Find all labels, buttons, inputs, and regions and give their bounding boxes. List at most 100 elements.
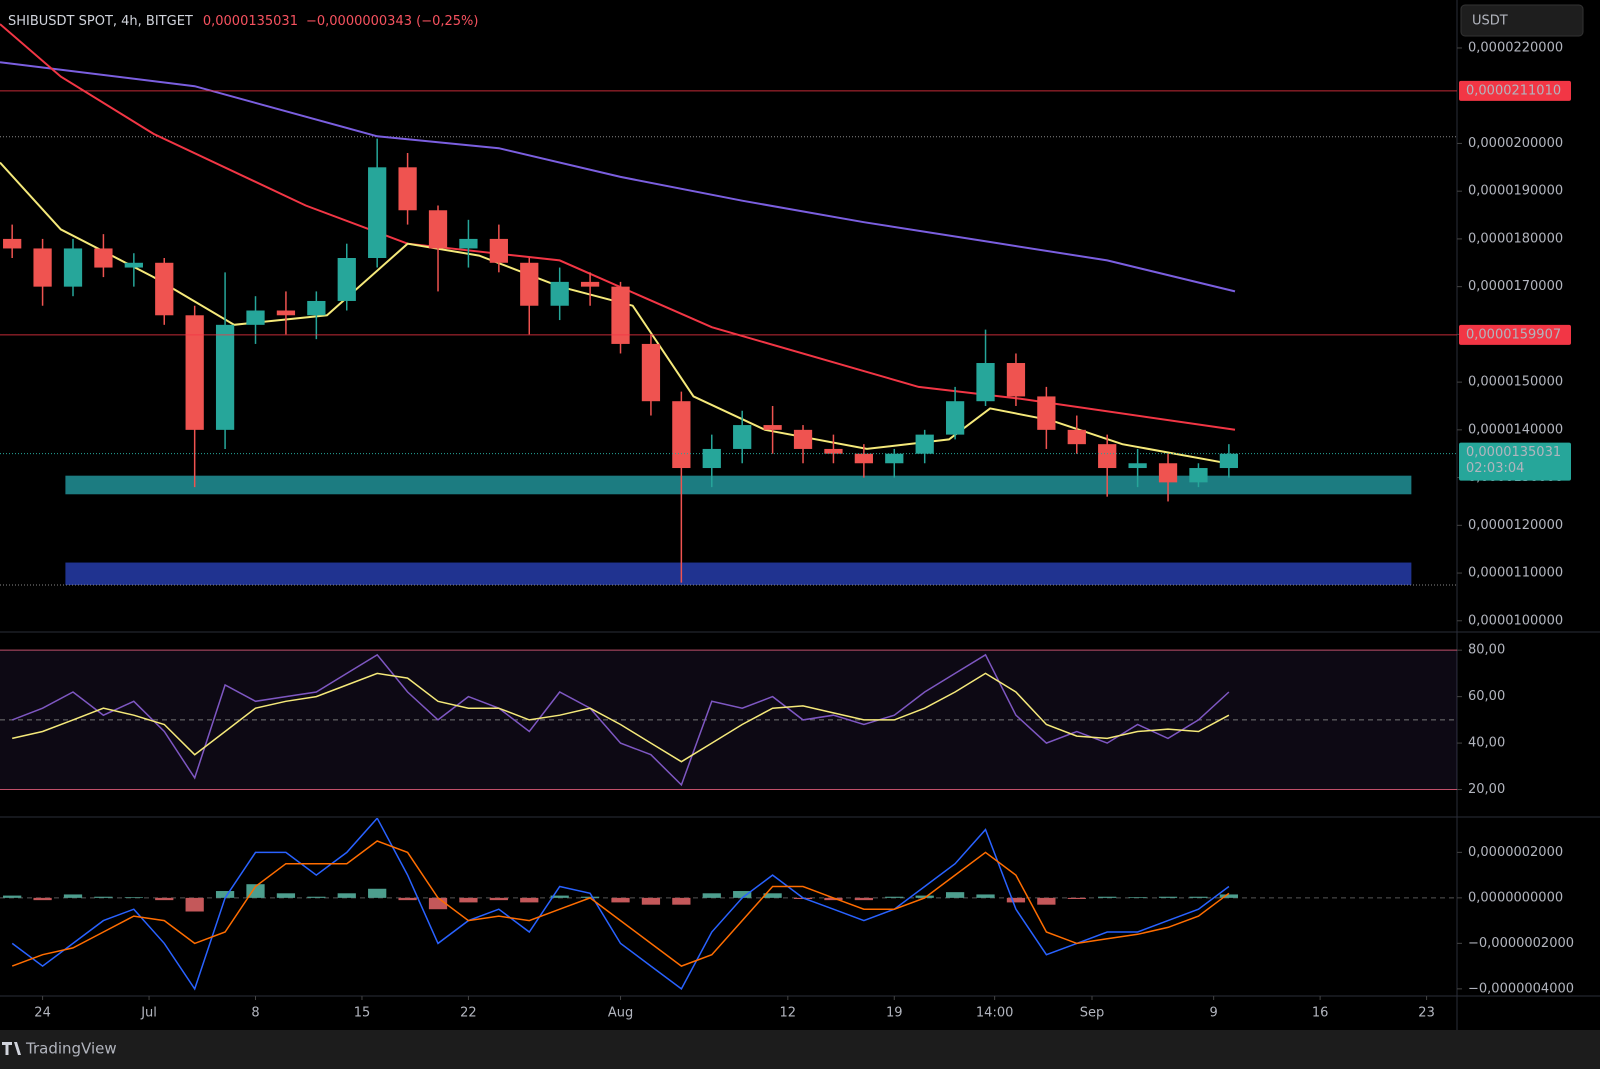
x-tick-label: Aug xyxy=(608,1006,633,1021)
x-tick-label: 8 xyxy=(251,1006,259,1021)
candle-body xyxy=(793,429,813,449)
y-tick-label: −0,0000002000 xyxy=(1468,936,1574,951)
histogram-bar xyxy=(763,893,782,898)
panel xyxy=(0,649,1457,791)
candle-body xyxy=(641,343,661,402)
candle-body xyxy=(124,262,143,268)
histogram-bar xyxy=(885,896,904,898)
histogram-bar xyxy=(124,897,143,898)
y-tick-label: 0,0000190000 xyxy=(1468,184,1563,199)
histogram-bar xyxy=(1219,894,1238,898)
candle-body xyxy=(1098,444,1117,469)
candle-body xyxy=(33,248,52,287)
histogram-bar xyxy=(1037,897,1056,905)
last-price: 0,0000135031 xyxy=(203,14,298,29)
candle-body xyxy=(155,262,174,316)
histogram-bar xyxy=(63,894,83,898)
currency-button[interactable] xyxy=(1460,4,1584,37)
histogram-bar xyxy=(337,893,356,898)
footer-bar xyxy=(0,1030,1600,1069)
price-change: −0,0000000343 (−0,25%) xyxy=(306,14,478,29)
candle-body xyxy=(1128,463,1147,469)
candle-body xyxy=(520,262,539,306)
candle-body xyxy=(976,363,995,402)
candle-body xyxy=(702,448,721,469)
moving-average xyxy=(0,23,1236,431)
last-price-tag xyxy=(1459,442,1571,481)
histogram-bar xyxy=(854,897,873,901)
candle-body xyxy=(215,324,235,430)
x-tick-label: 9 xyxy=(1210,1006,1218,1021)
candle-body xyxy=(1158,463,1178,483)
x-tick-label: 19 xyxy=(886,1006,903,1021)
histogram-bar xyxy=(398,897,417,901)
candle-body xyxy=(550,281,569,306)
histogram-bar xyxy=(3,895,22,898)
candle-body xyxy=(398,167,417,211)
candle-body xyxy=(733,425,752,449)
y-tick-label: 20,00 xyxy=(1468,782,1505,797)
histogram-bar xyxy=(976,894,995,898)
y-tick-label: 0,0000002000 xyxy=(1468,845,1563,860)
histogram-bar xyxy=(1128,897,1147,898)
histogram-bar xyxy=(945,892,965,898)
histogram-bar xyxy=(459,897,478,903)
candle-body xyxy=(489,238,508,263)
histogram-bar xyxy=(94,896,113,898)
histogram-bar xyxy=(1098,896,1117,898)
candle-body xyxy=(246,310,265,325)
candle-body xyxy=(1189,468,1208,483)
candle-body xyxy=(1006,363,1026,397)
overlay: 0,0000100000 0,0000110000 0,0000120000 0,00… xyxy=(34,40,1574,1020)
panel xyxy=(0,818,1457,991)
histogram-bar xyxy=(1067,897,1086,899)
histogram-bar xyxy=(641,897,661,905)
logo xyxy=(2,1042,21,1055)
y-tick-label: 0,0000200000 xyxy=(1468,136,1563,151)
y-tick-label: 40,00 xyxy=(1468,736,1505,751)
y-tick-label: 0,0000110000 xyxy=(1468,566,1563,581)
histogram-bar xyxy=(611,897,630,903)
candle-body xyxy=(611,286,630,344)
candle-body xyxy=(94,248,113,268)
candle-body xyxy=(185,315,204,430)
level-tag-label: 0,0000159907 xyxy=(1466,327,1561,342)
candle-body xyxy=(307,300,326,316)
candle-body xyxy=(580,281,600,287)
panels xyxy=(0,23,1457,991)
x-tick-label: 14:00 xyxy=(976,1006,1013,1021)
candle-body xyxy=(337,258,356,301)
histogram-bar xyxy=(1158,896,1178,898)
histogram-bar xyxy=(215,891,235,898)
x-tick-label: 15 xyxy=(354,1006,371,1021)
histogram-bar xyxy=(733,891,752,898)
candle-body xyxy=(276,310,296,316)
y-tick-label: 0,0000100000 xyxy=(1468,613,1563,628)
x-tick-label: Sep xyxy=(1080,1006,1105,1021)
x-tick-label: 16 xyxy=(1312,1006,1329,1021)
candle-body xyxy=(854,453,873,464)
histogram-bar xyxy=(702,893,721,898)
y-tick-label: 0,0000150000 xyxy=(1468,375,1563,390)
y-tick-label: 0,0000170000 xyxy=(1468,279,1563,294)
level-tag xyxy=(1459,80,1571,101)
histogram-bar xyxy=(1006,897,1026,903)
header: SHIBUSDT SPOT, 4h, BITGET 0,0000135031 −0,… xyxy=(8,14,478,29)
candle-body xyxy=(672,401,691,469)
candle-body xyxy=(428,210,448,249)
level-tag xyxy=(1459,324,1571,345)
currency-label[interactable]: USDT xyxy=(1472,14,1508,29)
candle-body xyxy=(1067,429,1086,445)
y-tick-label: 0,0000220000 xyxy=(1468,40,1563,55)
x-tick-label: 23 xyxy=(1418,1006,1435,1021)
symbol: SHIBUSDT SPOT, 4h, BITGET xyxy=(8,14,193,29)
moving-average xyxy=(0,61,1236,293)
candle-body xyxy=(824,448,843,454)
brand: TradingView xyxy=(25,1040,117,1058)
moving-average xyxy=(0,161,1236,466)
rsi-line xyxy=(12,672,1230,763)
candle-body xyxy=(3,238,22,249)
histogram-bar xyxy=(368,888,387,898)
histogram-bar xyxy=(824,897,843,901)
histogram-bar xyxy=(33,897,52,901)
